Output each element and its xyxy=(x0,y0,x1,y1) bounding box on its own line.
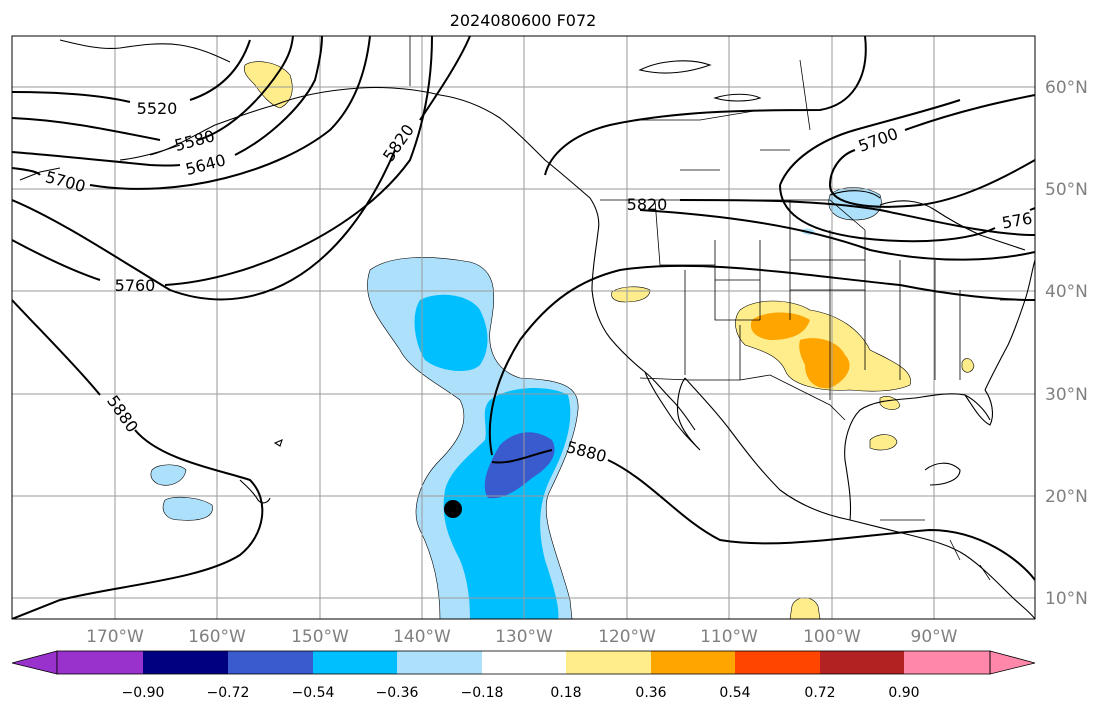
colorbar-tick-label: −0.36 xyxy=(376,685,419,701)
colorbar-bin xyxy=(397,651,482,674)
colorbar-bin xyxy=(904,651,990,674)
colorbar: −0.90 −0.72 −0.54 −0.36 −0.18 0.18 0.36 … xyxy=(11,650,1036,701)
lon-label: 110°W xyxy=(700,627,758,647)
lon-label: 100°W xyxy=(803,627,861,647)
colorbar-frame xyxy=(56,650,991,675)
colorbar-tick-label: −0.90 xyxy=(122,685,165,701)
positive-anomaly-southeast xyxy=(961,358,975,373)
colorbar-bin xyxy=(228,651,313,674)
colorbar-bin xyxy=(820,651,904,674)
colorbar-tick-label: 0.18 xyxy=(550,685,581,701)
coastlines xyxy=(19,39,1035,619)
colorbar-bin xyxy=(735,651,820,674)
contour-label-5520: 5520 xyxy=(137,99,178,118)
negative-anomaly-hawaii xyxy=(162,496,213,521)
lon-label: 160°W xyxy=(188,627,246,647)
colorbar-tick-label: 0.54 xyxy=(719,685,750,701)
contour-5640 xyxy=(12,36,323,167)
lon-label: 120°W xyxy=(598,627,656,647)
contour-5760 xyxy=(12,36,433,286)
negative-anomaly-dark xyxy=(484,432,555,499)
colorbar-tick-label: −0.54 xyxy=(292,685,335,701)
contour-label-5820-east: 5820 xyxy=(627,195,668,214)
positive-anomaly-pacific-south xyxy=(789,597,821,619)
lat-label: 30°N xyxy=(1045,385,1088,405)
height-contours xyxy=(12,36,1035,619)
map-frame xyxy=(11,35,1036,620)
colorbar-tick-label: −0.18 xyxy=(461,685,504,701)
graticule xyxy=(12,36,1035,619)
contour-5520 xyxy=(12,39,251,103)
contour-5820 xyxy=(12,36,471,301)
longitude-labels: 170°W 160°W 150°W 140°W 130°W 120°W 110°… xyxy=(86,627,958,647)
contour-5880-east xyxy=(488,264,1035,581)
colorbar-extend-high xyxy=(989,650,1036,675)
positive-anomaly-orange-2 xyxy=(799,338,850,389)
colorbar-bin xyxy=(482,651,566,674)
colorbar-extend-low xyxy=(11,650,58,675)
lat-label: 60°N xyxy=(1045,78,1088,98)
lat-label: 20°N xyxy=(1045,487,1088,507)
positive-anomaly-orange-1 xyxy=(750,312,810,340)
colorbar-tick-label: 0.72 xyxy=(804,685,835,701)
contour-5700-ne xyxy=(828,94,1035,208)
contour-5880-west xyxy=(12,299,264,619)
lat-label: 50°N xyxy=(1045,180,1088,200)
colorbar-tick-label: 0.36 xyxy=(635,685,666,701)
lon-label: 90°W xyxy=(911,627,958,647)
colorbar-bin xyxy=(651,651,735,674)
lon-label: 130°W xyxy=(495,627,553,647)
negative-anomaly-medium xyxy=(414,294,488,372)
map-area: 5520 5580 5640 5700 5760 5820 5880 5820 … xyxy=(12,36,1035,619)
lon-label: 170°W xyxy=(86,627,144,647)
contour-5580 xyxy=(12,36,294,141)
contour-5700 xyxy=(12,36,371,190)
positive-anomaly-gulf xyxy=(869,434,898,451)
lon-label: 150°W xyxy=(291,627,349,647)
colorbar-tick-label: −0.72 xyxy=(207,685,250,701)
lon-label: 140°W xyxy=(393,627,451,647)
colorbar-bin xyxy=(313,651,397,674)
figure-title: 2024080600 F072 xyxy=(450,11,597,30)
colorbar-tick-label: 0.90 xyxy=(888,685,919,701)
contour-label-5760: 5760 xyxy=(115,276,156,295)
colorbar-bin xyxy=(57,651,143,674)
contour-5760-ne xyxy=(779,99,1035,243)
contour-ne-south xyxy=(639,209,1035,261)
latitude-labels: 60°N 50°N 40°N 30°N 20°N 10°N xyxy=(1045,78,1088,609)
lat-label: 40°N xyxy=(1045,282,1088,302)
colorbar-bin xyxy=(143,651,228,674)
colorbar-bin xyxy=(566,651,651,674)
center-dot-marker xyxy=(444,500,462,518)
anomaly-shading xyxy=(150,61,975,619)
contour-5820-north xyxy=(544,36,867,176)
negative-anomaly-hawaii-2 xyxy=(150,464,187,486)
lat-label: 10°N xyxy=(1045,589,1088,609)
